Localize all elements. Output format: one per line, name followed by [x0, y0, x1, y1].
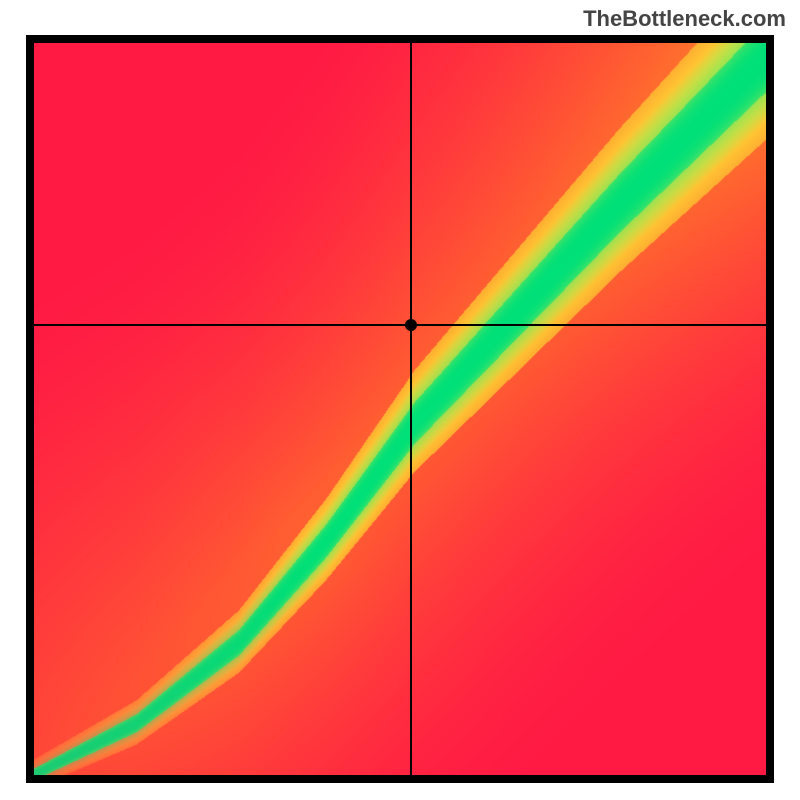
heatmap-canvas: [34, 43, 766, 775]
crosshair-vertical: [410, 43, 412, 775]
plot-area: [34, 43, 766, 775]
watermark-text: TheBottleneck.com: [583, 6, 786, 32]
crosshair-marker: [405, 319, 417, 331]
chart-container: TheBottleneck.com: [0, 0, 800, 800]
crosshair-horizontal: [34, 324, 766, 326]
